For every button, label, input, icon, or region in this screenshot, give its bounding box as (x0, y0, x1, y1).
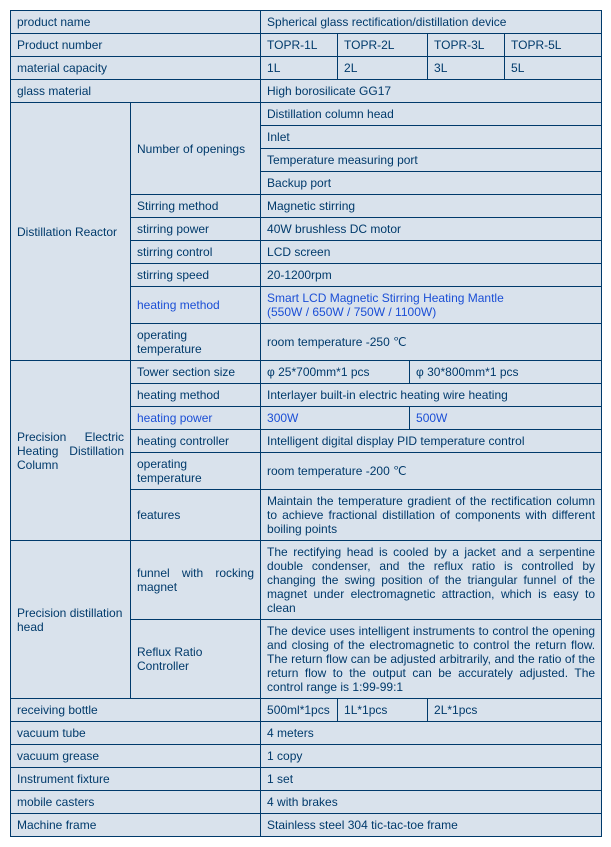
cell-funnel-value: The rectifying head is cooled by a jacke… (261, 541, 602, 620)
cell-tower-size-2: φ 30*800mm*1 pcs (410, 361, 602, 384)
cell-column-heat-method-value: Interlayer built-in electric heating wir… (261, 384, 602, 407)
cell-heat-controller-value: Intelligent digital display PID temperat… (261, 430, 602, 453)
cell-features-label: features (131, 490, 261, 541)
cell-frame-value: Stainless steel 304 tic-tac-toe frame (261, 814, 602, 837)
cell-stir-control-label: stirring control (131, 241, 261, 264)
cell-product-number-3: TOPR-3L (428, 34, 505, 57)
cell-heat-controller-label: heating controller (131, 430, 261, 453)
cell-product-number-4: TOPR-5L (505, 34, 602, 57)
cell-tower-size-label: Tower section size (131, 361, 261, 384)
cell-capacity-2: 2L (338, 57, 428, 80)
cell-column-heat-power-label: heating power (131, 407, 261, 430)
cell-product-number-2: TOPR-2L (338, 34, 428, 57)
cell-glass-material-label: glass material (11, 80, 261, 103)
cell-product-number-1: TOPR-1L (261, 34, 338, 57)
cell-stir-method-value: Magnetic stirring (261, 195, 602, 218)
cell-opening-b: Inlet (261, 126, 602, 149)
cell-stir-method-label: Stirring method (131, 195, 261, 218)
cell-column-optemp-label: operating temperature (131, 453, 261, 490)
cell-casters-label: mobile casters (11, 791, 261, 814)
cell-opening-d: Backup port (261, 172, 602, 195)
cell-capacity-1: 1L (261, 57, 338, 80)
cell-vacgrease-value: 1 copy (261, 745, 602, 768)
cell-reactor-optemp-value: room temperature -250 ℃ (261, 324, 602, 361)
cell-column-heat-method-label: heating method (131, 384, 261, 407)
cell-capacity-3: 3L (428, 57, 505, 80)
cell-opening-c: Temperature measuring port (261, 149, 602, 172)
cell-product-name-value: Spherical glass rectification/distillati… (261, 11, 602, 34)
cell-recv-label: receiving bottle (11, 699, 261, 722)
cell-stir-control-value: LCD screen (261, 241, 602, 264)
cell-capacity-4: 5L (505, 57, 602, 80)
cell-vacgrease-label: vacuum grease (11, 745, 261, 768)
cell-column-optemp-value: room temperature -200 ℃ (261, 453, 602, 490)
cell-recv-2: 1L*1pcs (338, 699, 428, 722)
cell-column-heat-power-1: 300W (261, 407, 410, 430)
cell-stir-speed-value: 20-1200rpm (261, 264, 602, 287)
cell-capacity-label: material capacity (11, 57, 261, 80)
cell-reactor-heat-method-value: Smart LCD Magnetic Stirring Heating Mant… (261, 287, 602, 324)
cell-head-label: Precision distillation head (11, 541, 131, 699)
cell-reactor-optemp-label: operating temperature (131, 324, 261, 361)
cell-recv-3: 2L*1pcs (428, 699, 602, 722)
cell-funnel-label: funnel with rocking magnet (131, 541, 261, 620)
cell-reactor-heat-method-label: heating method (131, 287, 261, 324)
cell-fixture-label: Instrument fixture (11, 768, 261, 791)
cell-product-number-label: Product number (11, 34, 261, 57)
specification-table: product name Spherical glass rectificati… (10, 10, 602, 837)
cell-fixture-value: 1 set (261, 768, 602, 791)
cell-vactube-value: 4 meters (261, 722, 602, 745)
cell-column-label: Precision Electric Heating Distillation … (11, 361, 131, 541)
cell-opening-a: Distillation column head (261, 103, 602, 126)
cell-stir-power-value: 40W brushless DC motor (261, 218, 602, 241)
cell-reactor-label: Distillation Reactor (11, 103, 131, 361)
cell-recv-1: 500ml*1pcs (261, 699, 338, 722)
cell-frame-label: Machine frame (11, 814, 261, 837)
cell-features-value: Maintain the temperature gradient of the… (261, 490, 602, 541)
cell-glass-material-value: High borosilicate GG17 (261, 80, 602, 103)
cell-openings-label: Number of openings (131, 103, 261, 195)
cell-product-name-label: product name (11, 11, 261, 34)
cell-stir-power-label: stirring power (131, 218, 261, 241)
cell-casters-value: 4 with brakes (261, 791, 602, 814)
cell-reflux-value: The device uses intelligent instruments … (261, 620, 602, 699)
cell-vactube-label: vacuum tube (11, 722, 261, 745)
cell-reflux-label: Reflux Ratio Controller (131, 620, 261, 699)
cell-column-heat-power-2: 500W (410, 407, 602, 430)
cell-tower-size-1: φ 25*700mm*1 pcs (261, 361, 410, 384)
cell-stir-speed-label: stirring speed (131, 264, 261, 287)
